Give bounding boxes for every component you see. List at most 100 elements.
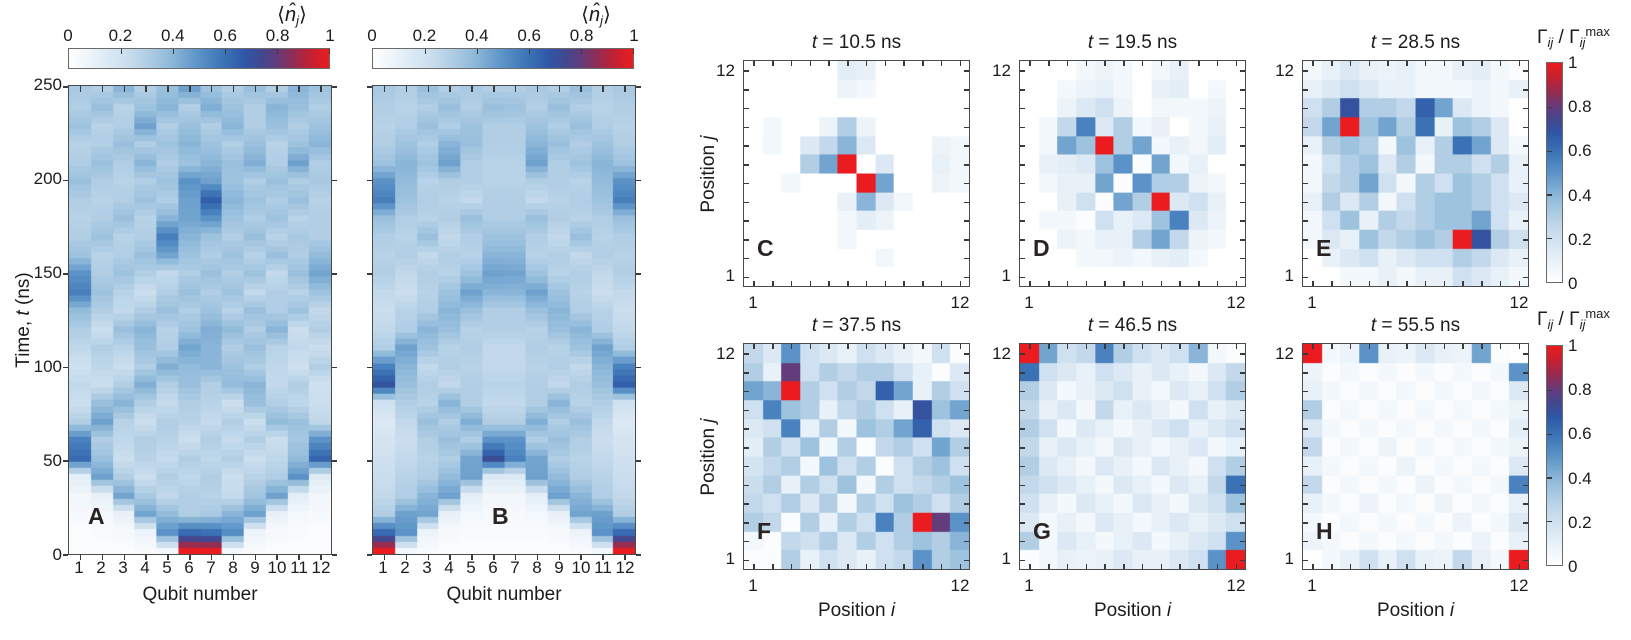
tick-mark [1499,281,1502,286]
tick-mark [964,522,969,524]
tick-mark [558,555,561,560]
panel-title-g: t = 46.5 ns [1087,315,1178,336]
tick-mark [1240,465,1245,468]
tick-mark [636,86,641,88]
tick-mark [1523,89,1528,91]
tick-mark [332,86,337,88]
tick-mark [79,555,82,560]
tick-mark [1303,107,1308,110]
tick-mark [1303,559,1308,562]
tick-mark [940,61,943,66]
tick-mark [1406,564,1408,569]
xtick-label: 11 [290,558,308,577]
tick-mark [1523,239,1528,241]
tick-mark [1349,281,1352,286]
tick-mark [1518,281,1521,286]
tick-mark [636,366,641,369]
tick-mark [332,273,337,275]
tick-mark [580,86,582,92]
tick-mark [1523,540,1528,543]
tick-mark [1020,257,1025,260]
tick-mark [1029,564,1031,569]
tick-mark [580,555,582,560]
tick-mark [636,460,641,462]
tick-mark [1020,390,1025,393]
colorbar-nj-a-gradient [69,49,329,68]
tick-mark [964,447,969,449]
tick-mark [63,460,68,462]
xtick-12-g: 12 [1226,576,1246,595]
tick-mark [1462,281,1464,286]
tick-mark [964,503,969,505]
tick-mark [1523,503,1528,505]
panel-letter-g: G [1033,518,1051,544]
colorbar-tick-label: 1 [1568,53,1578,72]
panel-letter-h: H [1316,518,1333,544]
panel-title-d: t = 19.5 ns [1087,32,1178,53]
tick-mark [1523,559,1528,562]
colorbar-tick-label: 0 [367,26,377,45]
tick-mark [744,182,749,185]
tick-mark [744,428,749,430]
ytick-1-f: 1 [725,549,735,568]
colorbar-tick-label: 0.4 [1568,468,1592,488]
colorbar-gamma-2 [1546,345,1563,566]
tick-mark [367,179,372,182]
colorbar-nj-b-gradient [373,49,633,68]
tick-mark [1406,344,1408,349]
heatmap-panel-h [1302,343,1529,570]
colorbar-tick-label: 1 [629,26,639,45]
xtick-12-d: 12 [1226,293,1246,312]
tick-mark [79,86,82,92]
xtick-label: 12 [311,558,331,577]
ytick-1-h: 1 [1284,549,1294,568]
colorbar-tick-mark [1547,194,1552,196]
tick-mark [1331,281,1333,286]
a-ylabel: Time, t (ns) [13,272,34,368]
tick-mark [189,555,191,560]
tick-mark [1123,344,1125,349]
tick-mark [471,555,473,560]
tick-mark [1240,126,1245,129]
panel-letter-a: A [88,503,105,529]
tick-mark [959,344,962,349]
tick-mark [1303,409,1308,412]
colorbar-gamma-2-label: Γij / Γijmax [1537,306,1610,332]
tick-mark [123,555,126,560]
tick-mark [1499,564,1502,569]
tick-mark [1481,344,1483,349]
tick-mark [1462,564,1464,569]
tick-mark [1523,465,1528,468]
tick-mark [1523,372,1528,374]
tick-mark [847,344,849,349]
colorbar-gamma-1-label: Γij / Γijmax [1537,24,1610,50]
tick-mark [1240,522,1245,524]
tick-mark [964,201,969,204]
tick-mark [101,555,104,560]
tick-mark [367,554,372,556]
tick-mark [790,61,793,66]
colorbar-tick-label: 0.4 [160,26,185,45]
tick-mark [1523,484,1528,487]
xlabel-position-i-h: Position i [1376,600,1455,621]
tick-mark [1020,70,1025,72]
tick-mark [1198,61,1200,66]
ytick-12-h: 12 [1275,344,1294,363]
tick-mark [1085,344,1088,349]
colorbar-tick-label: 0.4 [1568,185,1592,205]
tick-mark [1303,428,1308,430]
colorbar-nj-a-label: ⟨n̂j⟩ [277,4,307,28]
tick-mark [1331,61,1333,66]
tick-mark [1303,145,1308,147]
tick-mark [847,281,849,286]
tick-mark [1240,164,1245,166]
tick-mark [1240,540,1245,543]
tick-mark [753,281,755,286]
colorbar-tick-mark [633,49,635,54]
tick-mark [210,86,213,92]
tick-mark [959,281,962,286]
tick-mark [1020,409,1025,412]
tick-mark [744,257,749,260]
tick-mark [1368,281,1371,286]
tick-mark [1303,239,1308,241]
